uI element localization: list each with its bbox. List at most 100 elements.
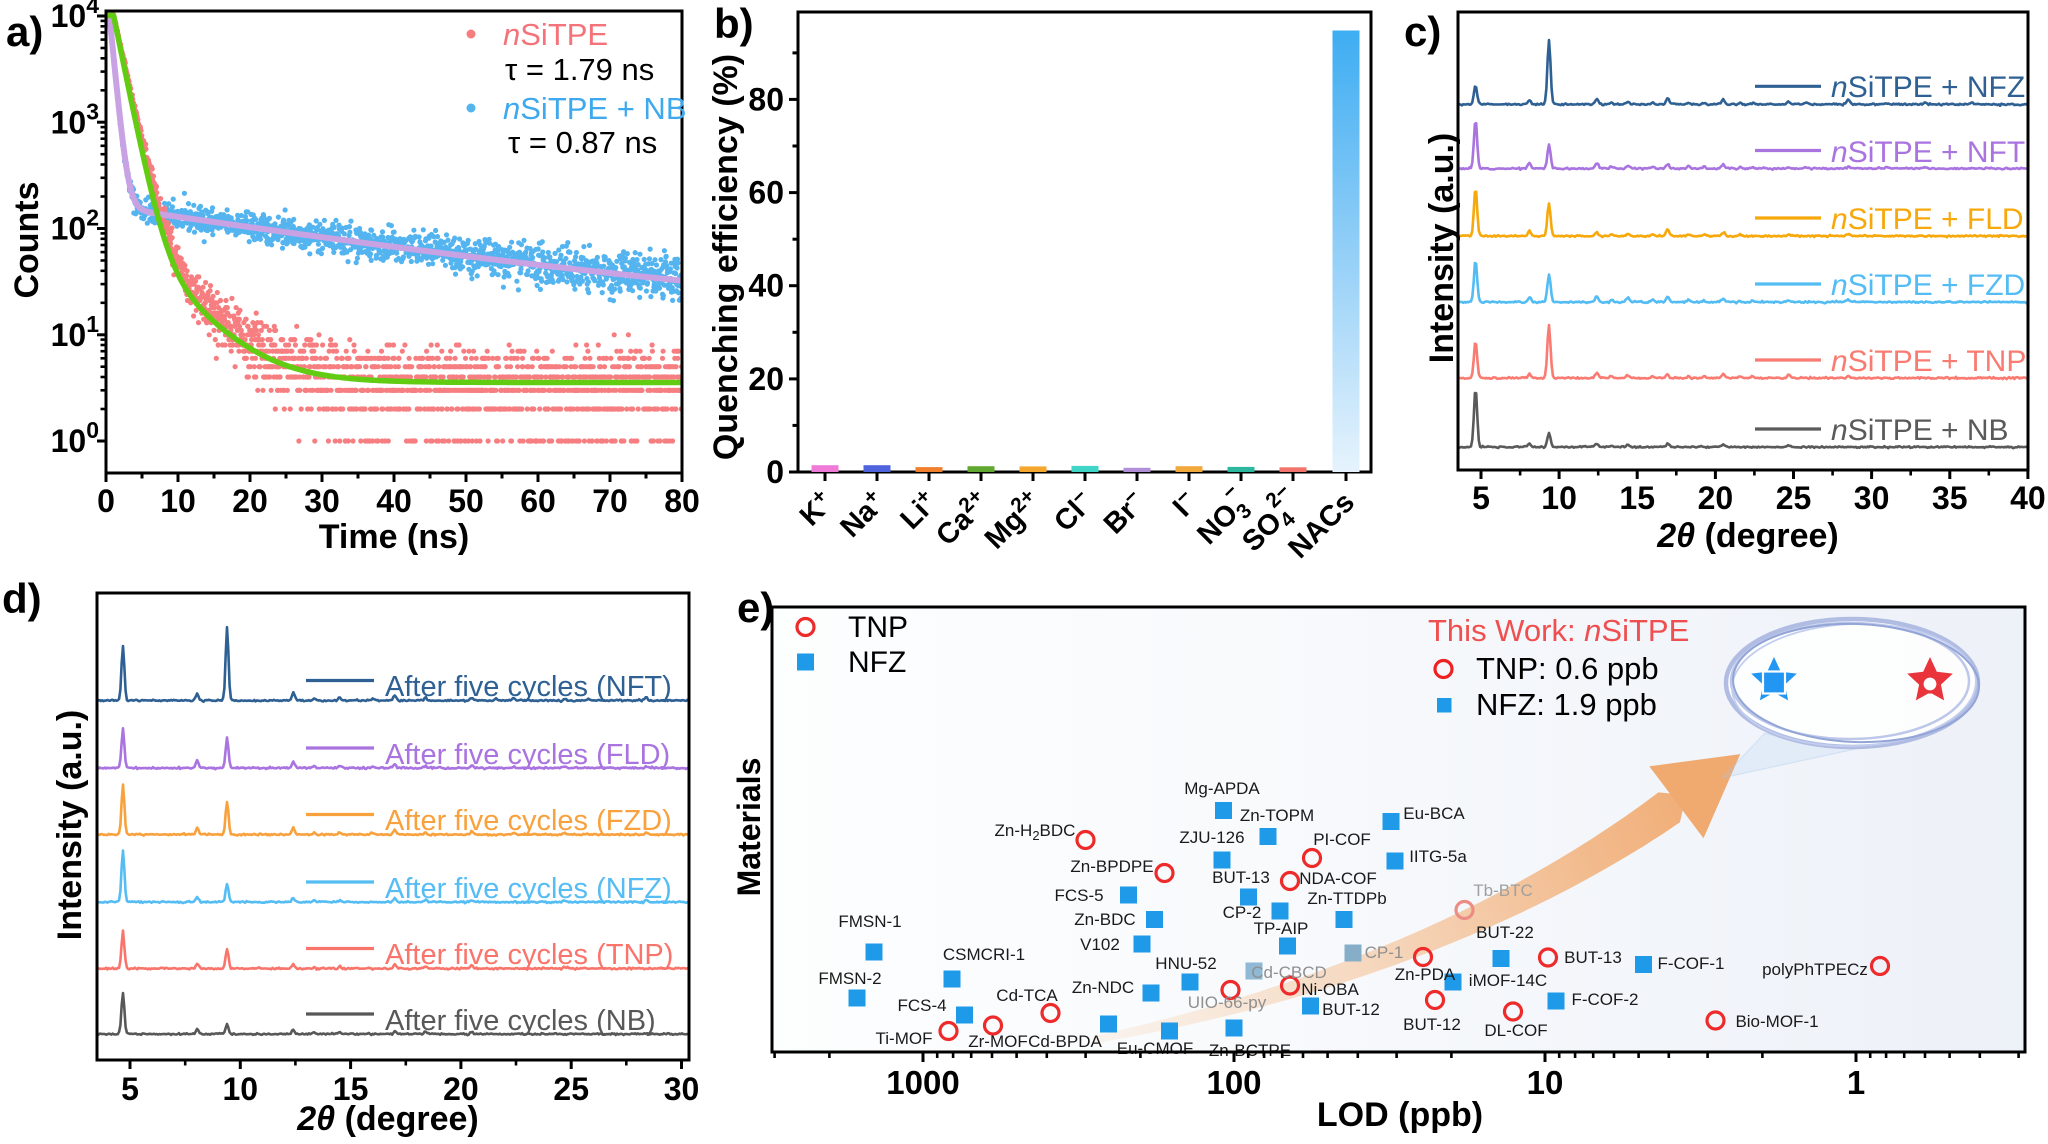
svg-text:LOD (ppb): LOD (ppb) xyxy=(1317,1096,1483,1134)
svg-text:Zn-TTDPb: Zn-TTDPb xyxy=(1307,889,1386,908)
svg-text:15: 15 xyxy=(333,1071,369,1107)
svg-text:e): e) xyxy=(737,584,774,631)
svg-text:Cl−: Cl− xyxy=(1046,484,1100,538)
svg-text:Quenching efficiency (%): Quenching efficiency (%) xyxy=(707,54,745,460)
svg-text:d): d) xyxy=(2,575,42,622)
svg-text:BUT-12: BUT-12 xyxy=(1403,1015,1461,1034)
svg-text:TNP: 0.6 ppb: TNP: 0.6 ppb xyxy=(1476,651,1659,686)
svg-text:BUT-22: BUT-22 xyxy=(1476,923,1534,942)
svg-text:Zn-BDC: Zn-BDC xyxy=(1074,910,1135,929)
svg-text:Zr-MOF: Zr-MOF xyxy=(968,1032,1027,1051)
svg-text:70: 70 xyxy=(592,483,628,519)
svg-text:CP-1: CP-1 xyxy=(1365,943,1404,962)
svg-text:Na+: Na+ xyxy=(832,484,892,544)
svg-text:τ = 0.87 ns: τ = 0.87 ns xyxy=(508,125,657,160)
svg-text:Time (ns): Time (ns) xyxy=(319,518,470,556)
svg-text:20: 20 xyxy=(748,361,784,397)
svg-text:Tb-BTC: Tb-BTC xyxy=(1473,881,1533,900)
svg-text:Zn-NDC: Zn-NDC xyxy=(1072,978,1134,997)
svg-text:100: 100 xyxy=(1206,1064,1261,1101)
svg-text:Bio-MOF-1: Bio-MOF-1 xyxy=(1735,1012,1818,1031)
svg-text:Eu-BCA: Eu-BCA xyxy=(1403,804,1465,823)
svg-text:20: 20 xyxy=(232,483,268,519)
svg-text:20: 20 xyxy=(443,1071,479,1107)
svg-text:b): b) xyxy=(714,0,754,47)
svg-text:nSiTPE + FZD: nSiTPE + FZD xyxy=(1831,269,2025,302)
svg-text:F-COF-1: F-COF-1 xyxy=(1657,954,1724,973)
svg-text:25: 25 xyxy=(553,1071,589,1107)
svg-text:HNU-52: HNU-52 xyxy=(1155,954,1216,973)
svg-text:104: 104 xyxy=(51,0,100,34)
svg-text:a): a) xyxy=(6,8,43,55)
svg-text:20: 20 xyxy=(1698,480,1734,516)
svg-text:10: 10 xyxy=(1527,1064,1564,1101)
svg-text:nSiTPE + NB: nSiTPE + NB xyxy=(503,91,687,126)
svg-text:V102: V102 xyxy=(1080,935,1120,954)
svg-text:IITG-5a: IITG-5a xyxy=(1409,847,1467,866)
svg-text:40: 40 xyxy=(2010,480,2046,516)
svg-text:25: 25 xyxy=(1776,480,1812,516)
svg-text:0: 0 xyxy=(766,454,784,490)
svg-text:CSMCRI-1: CSMCRI-1 xyxy=(943,945,1025,964)
svg-text:80: 80 xyxy=(664,483,700,519)
svg-text:30: 30 xyxy=(304,483,340,519)
svg-text:ZJU-126: ZJU-126 xyxy=(1179,828,1244,847)
svg-text:After five cycles (NB): After five cycles (NB) xyxy=(385,1005,656,1037)
svg-text:Zn-PDA: Zn-PDA xyxy=(1395,965,1456,984)
svg-text:Ti-MOF: Ti-MOF xyxy=(876,1029,933,1048)
svg-text:40: 40 xyxy=(376,483,412,519)
svg-text:30: 30 xyxy=(664,1071,700,1107)
svg-text:This Work: nSiTPE: This Work: nSiTPE xyxy=(1428,613,1689,648)
svg-text:30: 30 xyxy=(1854,480,1890,516)
svg-text:Cd-TCA: Cd-TCA xyxy=(996,986,1058,1005)
svg-text:UIO-66-py: UIO-66-py xyxy=(1188,993,1267,1012)
svg-text:2θ (degree): 2θ (degree) xyxy=(296,1100,478,1138)
svg-text:50: 50 xyxy=(448,483,484,519)
svg-text:FMSN-2: FMSN-2 xyxy=(818,969,881,988)
svg-text:iMOF-14C: iMOF-14C xyxy=(1469,971,1547,990)
svg-text:100: 100 xyxy=(51,417,99,459)
svg-text:103: 103 xyxy=(51,98,99,140)
svg-text:Cd-CBCD: Cd-CBCD xyxy=(1251,963,1327,982)
svg-text:Eu-CMOF: Eu-CMOF xyxy=(1117,1039,1194,1058)
svg-text:2θ (degree): 2θ (degree) xyxy=(1656,517,1838,555)
svg-text:TNP: TNP xyxy=(848,611,908,644)
svg-text:After five cycles (NFT): After five cycles (NFT) xyxy=(385,671,672,703)
svg-text:60: 60 xyxy=(748,175,784,211)
svg-text:0: 0 xyxy=(97,483,115,519)
svg-text:After five cycles (FZD): After five cycles (FZD) xyxy=(385,805,672,837)
svg-text:35: 35 xyxy=(1932,480,1968,516)
svg-text:101: 101 xyxy=(51,311,100,353)
svg-text:polyPhTPECz: polyPhTPECz xyxy=(1762,960,1868,979)
svg-text:15: 15 xyxy=(1619,480,1655,516)
svg-text:BUT-13: BUT-13 xyxy=(1212,868,1270,887)
svg-text:Ni-OBA: Ni-OBA xyxy=(1301,980,1359,999)
svg-text:BUT-12: BUT-12 xyxy=(1322,1000,1380,1019)
svg-text:40: 40 xyxy=(748,268,784,304)
svg-text:CP-2: CP-2 xyxy=(1223,903,1262,922)
svg-text:80: 80 xyxy=(748,81,784,117)
svg-text:60: 60 xyxy=(520,483,556,519)
svg-text:FCS-5: FCS-5 xyxy=(1054,886,1103,905)
svg-text:FCS-4: FCS-4 xyxy=(897,996,946,1015)
svg-text:I−: I− xyxy=(1165,484,1204,523)
svg-text:nSiTPE + NB: nSiTPE + NB xyxy=(1831,414,2009,447)
svg-text:After five cycles (FLD): After five cycles (FLD) xyxy=(385,739,670,771)
svg-text:F-COF-2: F-COF-2 xyxy=(1571,990,1638,1009)
svg-text:Intensity (a.u.): Intensity (a.u.) xyxy=(51,710,89,940)
svg-text:Zn-TOPM: Zn-TOPM xyxy=(1240,806,1314,825)
svg-text:Br−: Br− xyxy=(1096,484,1152,540)
svg-text:FMSN-1: FMSN-1 xyxy=(838,912,901,931)
svg-text:5: 5 xyxy=(1472,480,1490,516)
svg-text:1: 1 xyxy=(1847,1064,1865,1101)
svg-text:NFZ: NFZ xyxy=(848,646,906,679)
svg-text:NFZ: 1.9 ppb: NFZ: 1.9 ppb xyxy=(1476,687,1657,722)
svg-text:K+: K+ xyxy=(792,484,840,532)
svg-text:nSiTPE: nSiTPE xyxy=(503,17,608,52)
svg-text:102: 102 xyxy=(51,205,99,247)
svg-text:NDA-COF: NDA-COF xyxy=(1299,869,1376,888)
svg-text:5: 5 xyxy=(121,1071,139,1107)
svg-text:Mg2+: Mg2+ xyxy=(977,484,1048,555)
svg-text:nSiTPE + NFT: nSiTPE + NFT xyxy=(1831,136,2025,169)
svg-text:Ca2+: Ca2+ xyxy=(928,484,996,552)
